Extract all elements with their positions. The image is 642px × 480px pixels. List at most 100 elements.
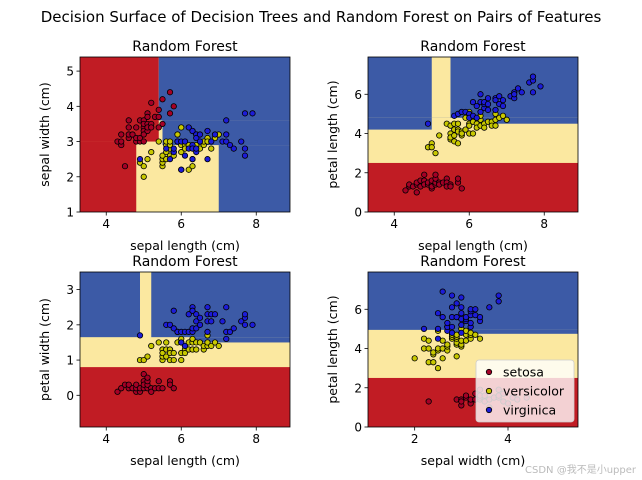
point-versicolor xyxy=(178,149,185,156)
point-versicolor xyxy=(148,342,155,350)
subplot-title: Random Forest xyxy=(132,254,238,270)
point-virginica xyxy=(492,106,499,114)
point-versicolor xyxy=(469,130,477,137)
point-virginica xyxy=(241,152,249,159)
point-virginica xyxy=(193,134,200,142)
point-virginica xyxy=(529,73,537,80)
point-virginica xyxy=(514,85,522,92)
point-virginica xyxy=(196,314,204,321)
point-setosa xyxy=(155,378,162,385)
point-virginica xyxy=(499,102,507,110)
point-virginica xyxy=(136,156,144,163)
point-virginica xyxy=(170,307,177,314)
point-virginica xyxy=(495,292,502,299)
point-virginica xyxy=(448,329,456,336)
axes-frame xyxy=(367,56,579,213)
region-virginica xyxy=(473,117,578,124)
point-virginica xyxy=(226,328,234,335)
point-virginica xyxy=(170,325,177,332)
point-virginica xyxy=(193,318,200,325)
figure-title: Decision Surface of Decision Trees and R… xyxy=(41,8,602,26)
point-setosa xyxy=(144,113,151,120)
point-versicolor xyxy=(178,356,185,364)
point-versicolor xyxy=(159,152,166,159)
point-setosa xyxy=(133,381,140,388)
point-setosa xyxy=(148,124,155,131)
region-setosa xyxy=(368,162,578,212)
point-versicolor xyxy=(185,166,192,173)
point-setosa xyxy=(155,106,162,113)
point-versicolor xyxy=(444,341,451,348)
point-setosa xyxy=(447,183,454,190)
point-setosa xyxy=(136,134,144,142)
point-virginica xyxy=(196,138,204,145)
point-versicolor xyxy=(155,138,162,145)
point-setosa xyxy=(421,171,428,178)
point-versicolor xyxy=(163,353,170,360)
point-versicolor xyxy=(458,130,465,137)
x-tick-label: 4 xyxy=(102,217,110,231)
point-versicolor xyxy=(481,124,488,131)
point-virginica xyxy=(484,100,492,108)
point-virginica xyxy=(496,93,503,100)
legend-marker-virginica xyxy=(485,406,493,414)
point-setosa xyxy=(425,398,432,405)
point-versicolor xyxy=(204,339,211,346)
point-virginica xyxy=(473,114,480,121)
y-tick-label: 1 xyxy=(66,206,74,220)
x-tick-label: 6 xyxy=(177,432,185,446)
point-versicolor xyxy=(196,339,204,346)
point-setosa xyxy=(458,398,465,405)
y-tick-label: 4 xyxy=(66,100,74,114)
point-versicolor xyxy=(492,122,499,129)
point-virginica xyxy=(181,342,189,350)
point-virginica xyxy=(477,108,484,116)
axes-frame xyxy=(79,271,291,428)
x-axis-label: sepal length (cm) xyxy=(418,238,528,253)
subplot-3: 4 6 8 0 1 2 3 Random Forest sepal length (cm) pet… xyxy=(37,254,291,468)
point-setosa xyxy=(155,124,162,131)
point-virginica xyxy=(453,300,460,307)
point-versicolor xyxy=(462,126,469,133)
point-virginica xyxy=(448,304,456,311)
point-versicolor xyxy=(140,356,147,364)
point-virginica xyxy=(467,319,474,327)
point-versicolor xyxy=(170,356,177,364)
point-virginica xyxy=(219,318,226,325)
point-setosa xyxy=(118,131,125,138)
point-setosa xyxy=(121,163,129,170)
point-setosa xyxy=(114,388,121,395)
point-virginica xyxy=(181,138,189,145)
point-setosa xyxy=(170,385,177,392)
point-setosa xyxy=(454,175,462,182)
point-virginica xyxy=(511,91,518,98)
point-versicolor xyxy=(453,353,460,360)
point-versicolor xyxy=(170,349,177,357)
point-virginica xyxy=(439,314,446,321)
y-tick-label: 5 xyxy=(66,65,74,79)
x-tick-label: 4 xyxy=(504,432,512,446)
point-virginica xyxy=(249,110,256,117)
x-tick-label: 4 xyxy=(102,432,110,446)
y-axis-label: petal width (cm) xyxy=(37,298,52,401)
y-axis-label: sepal width (cm) xyxy=(37,82,52,186)
point-virginica xyxy=(495,298,502,305)
point-virginica xyxy=(238,318,245,325)
y-tick-label: 6 xyxy=(354,303,362,317)
point-versicolor xyxy=(430,359,437,366)
point-virginica xyxy=(166,156,174,163)
point-virginica xyxy=(439,288,446,295)
point-versicolor xyxy=(211,339,219,346)
x-tick-label: 8 xyxy=(252,432,260,446)
point-virginica xyxy=(484,106,492,114)
y-axis-label: petal length (cm) xyxy=(325,80,340,188)
point-virginica xyxy=(458,294,465,301)
legend-marker-setosa xyxy=(485,368,493,376)
point-virginica xyxy=(448,292,456,299)
y-tick-label: 0 xyxy=(354,421,362,435)
point-virginica xyxy=(473,102,480,110)
region-virginica xyxy=(368,117,432,130)
y-tick-label: 4 xyxy=(354,127,362,141)
legend-label-virginica: virginica xyxy=(503,403,556,418)
legend: setosa versicolor virginica xyxy=(475,359,575,423)
